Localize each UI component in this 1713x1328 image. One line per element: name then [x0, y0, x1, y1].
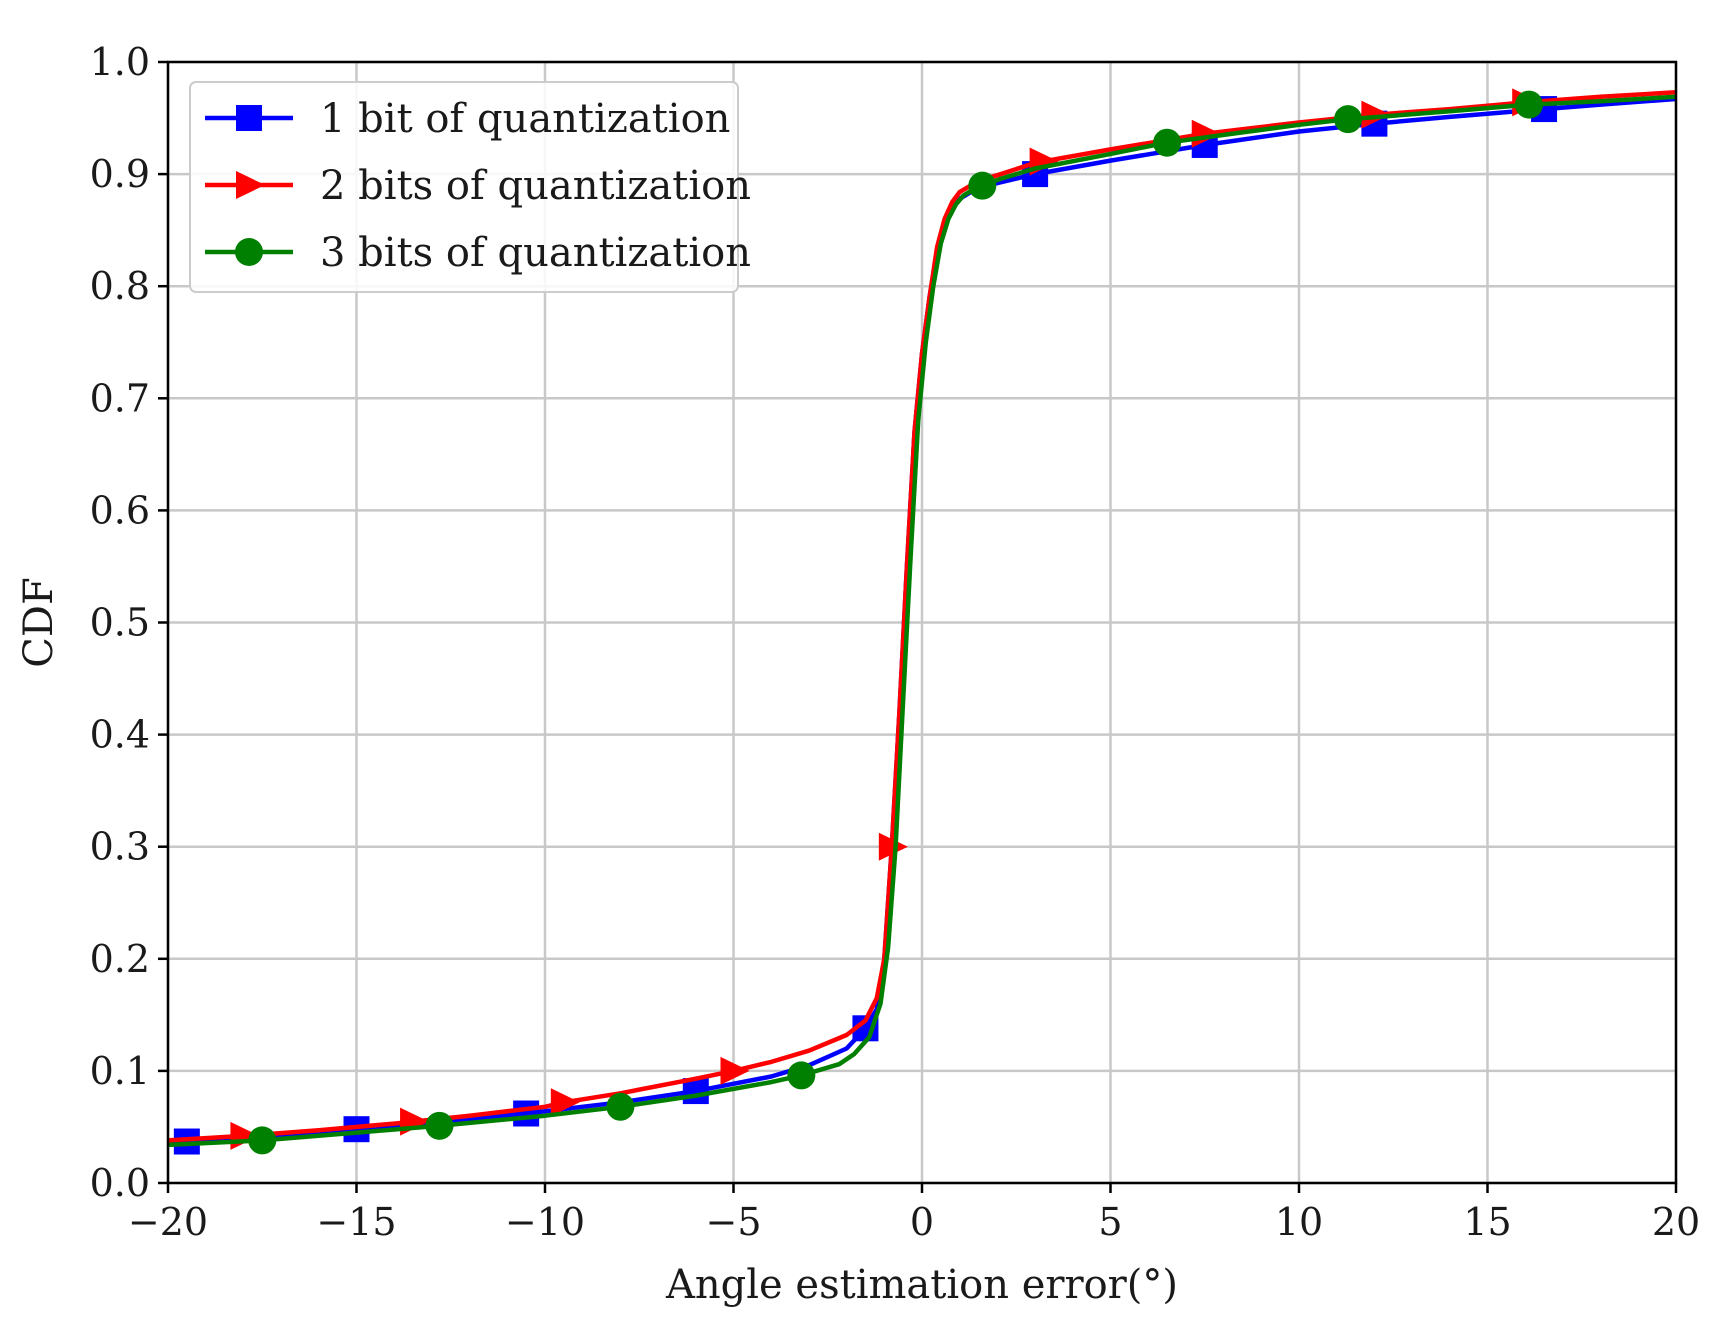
x-tick-label: 15 [1463, 1200, 1511, 1244]
x-tick-label: 0 [910, 1200, 934, 1244]
legend: 1 bit of quantization 2 bits of quantizat… [189, 81, 751, 293]
y-tick-label: 0.4 [90, 713, 150, 757]
data-point-marker [425, 1111, 454, 1140]
legend-entry: 2 bits of quantization [205, 163, 751, 209]
x-tick-label: 5 [1098, 1200, 1122, 1244]
data-point-marker [1361, 100, 1391, 129]
y-tick-label: 0.3 [90, 825, 150, 869]
data-point-marker [787, 1061, 816, 1090]
data-point-marker [248, 1126, 277, 1155]
series-3 [167, 90, 1677, 1155]
data-point-marker [400, 1107, 430, 1136]
x-axis-title: Angle estimation error(°) [665, 1262, 1178, 1308]
legend-label: 1 bit of quantization [320, 96, 730, 142]
legend-label: 3 bits of quantization [320, 230, 751, 276]
data-point-marker [1191, 119, 1221, 148]
x-tick-label: −5 [705, 1200, 761, 1244]
y-tick-label: 0.8 [90, 264, 150, 308]
legend-box [189, 81, 739, 293]
y-tick-label: 1.0 [90, 40, 150, 84]
data-point-marker [1153, 128, 1182, 157]
x-tick-label: 10 [1275, 1200, 1323, 1244]
data-point-marker [1514, 90, 1543, 119]
y-axis-title: CDF [16, 577, 62, 667]
x-tick-label: −20 [128, 1200, 208, 1244]
legend-marker [236, 105, 262, 131]
data-point-marker [513, 1100, 540, 1127]
legend-entry: 1 bit of quantization [205, 96, 730, 142]
legend-label: 2 bits of quantization [320, 163, 751, 209]
y-tick-label: 0.0 [90, 1161, 150, 1205]
data-point-marker [720, 1056, 750, 1085]
y-tick-label: 0.6 [90, 488, 150, 532]
data-point-marker [606, 1092, 635, 1121]
data-point-marker [550, 1088, 580, 1117]
y-tick-label: 0.7 [90, 376, 150, 420]
x-tick-label: −10 [505, 1200, 585, 1244]
data-point-marker [968, 171, 997, 200]
y-tick-label: 0.1 [90, 1049, 150, 1093]
y-tick-label: 0.9 [90, 152, 150, 196]
legend-entry: 3 bits of quantization [205, 230, 751, 276]
y-tick-label: 0.5 [90, 601, 150, 645]
y-tick-label: 0.2 [90, 937, 150, 981]
legend-marker [235, 238, 263, 266]
series-layer [167, 88, 1677, 1155]
y-axis-ticks: 0.0 0.1 0.2 0.3 0.4 0.5 0.6 0.7 0.8 0.9 1.0 [90, 40, 168, 1205]
series-line [167, 94, 1677, 1148]
x-tick-label: −15 [316, 1200, 396, 1244]
x-axis-ticks: −20 −15 −10 −5 0 5 10 15 20 [128, 1183, 1700, 1244]
x-tick-label: 20 [1652, 1200, 1700, 1244]
legend-marker [236, 171, 265, 199]
data-point-marker [878, 832, 908, 861]
data-point-marker [1334, 105, 1363, 134]
